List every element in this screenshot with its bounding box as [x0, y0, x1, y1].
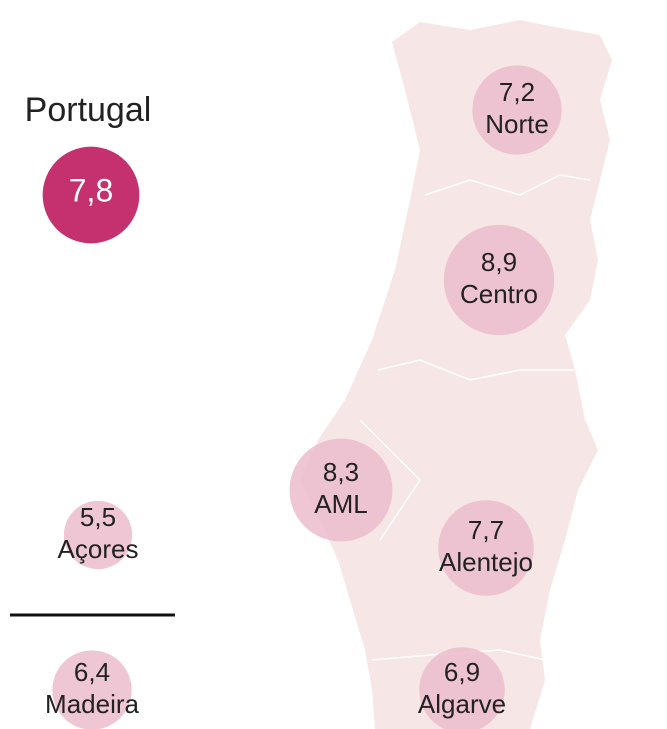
region-value: 7,7 [468, 515, 504, 545]
region-name: Açores [58, 534, 139, 564]
region-bubble [52, 650, 132, 729]
region-bubble [443, 224, 555, 336]
national-value: 7,8 [69, 172, 113, 208]
region-name: Centro [460, 279, 538, 309]
region-bubble [438, 500, 534, 596]
national-bubble [42, 146, 140, 244]
region-name: Madeira [45, 689, 139, 719]
region-value: 8,3 [323, 457, 359, 487]
region-name: Norte [485, 109, 549, 139]
region-value: 6,4 [74, 657, 110, 687]
region-bubble [289, 438, 393, 542]
region-border [359, 174, 591, 661]
region-value: 6,9 [444, 657, 480, 687]
region-bubble [63, 500, 133, 570]
region-value: 5,5 [80, 502, 116, 532]
region-value: 8,9 [481, 247, 517, 277]
region-name: Alentejo [439, 547, 533, 577]
region-value: 7,2 [499, 77, 535, 107]
title: Portugal [25, 91, 152, 129]
region-bubble [419, 647, 505, 729]
region-name: AML [314, 489, 367, 519]
region-name: Algarve [418, 689, 506, 719]
region-bubble [472, 65, 562, 155]
